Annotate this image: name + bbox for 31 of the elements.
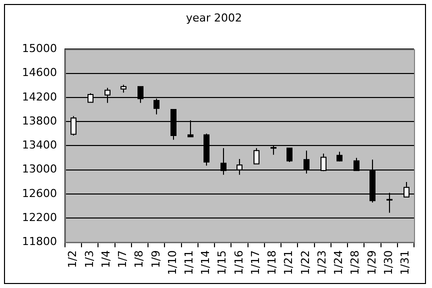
x-tick-label: 1/11 <box>182 250 196 275</box>
x-tick-label: 1/31 <box>398 250 412 275</box>
x-tick-label: 1/14 <box>199 250 212 275</box>
y-tick-label: 12600 <box>22 186 57 200</box>
x-tick-label: 1/21 <box>282 250 296 275</box>
x-tick-label: 1/3 <box>82 250 96 268</box>
x-tick-label: 1/10 <box>166 250 179 275</box>
y-tick-label: 13800 <box>22 114 57 128</box>
y-tick-label: 13000 <box>22 162 57 176</box>
x-tick-label: 1/23 <box>315 250 328 275</box>
x-tick-label: 1/4 <box>99 250 112 268</box>
x-tick-label: 1/24 <box>332 250 346 275</box>
x-tick-label: 1/15 <box>216 250 229 275</box>
x-tick-label: 1/18 <box>266 250 279 275</box>
x-tick-label: 1/2 <box>66 250 80 268</box>
chart-title: year 2002 <box>186 11 242 24</box>
y-tick-label: 13400 <box>22 138 57 152</box>
x-tick-label: 1/22 <box>298 250 312 275</box>
y-tick-label: 14200 <box>22 90 57 104</box>
y-tick-label: 14600 <box>22 66 57 80</box>
x-tick-label: 1/9 <box>149 250 162 268</box>
x-tick-label: 1/29 <box>365 250 378 275</box>
y-tick-label: 15000 <box>22 42 57 56</box>
y-tick-label: 11800 <box>22 235 57 248</box>
x-tick-label: 1/17 <box>248 250 262 275</box>
x-tick-label: 1/28 <box>348 250 362 275</box>
x-tick-label: 1/30 <box>382 250 395 275</box>
y-tick-label: 12200 <box>22 211 57 224</box>
x-tick-label: 1/16 <box>232 250 246 275</box>
x-tick-label: 1/8 <box>132 250 146 268</box>
x-tick-label: 1/7 <box>116 250 130 268</box>
